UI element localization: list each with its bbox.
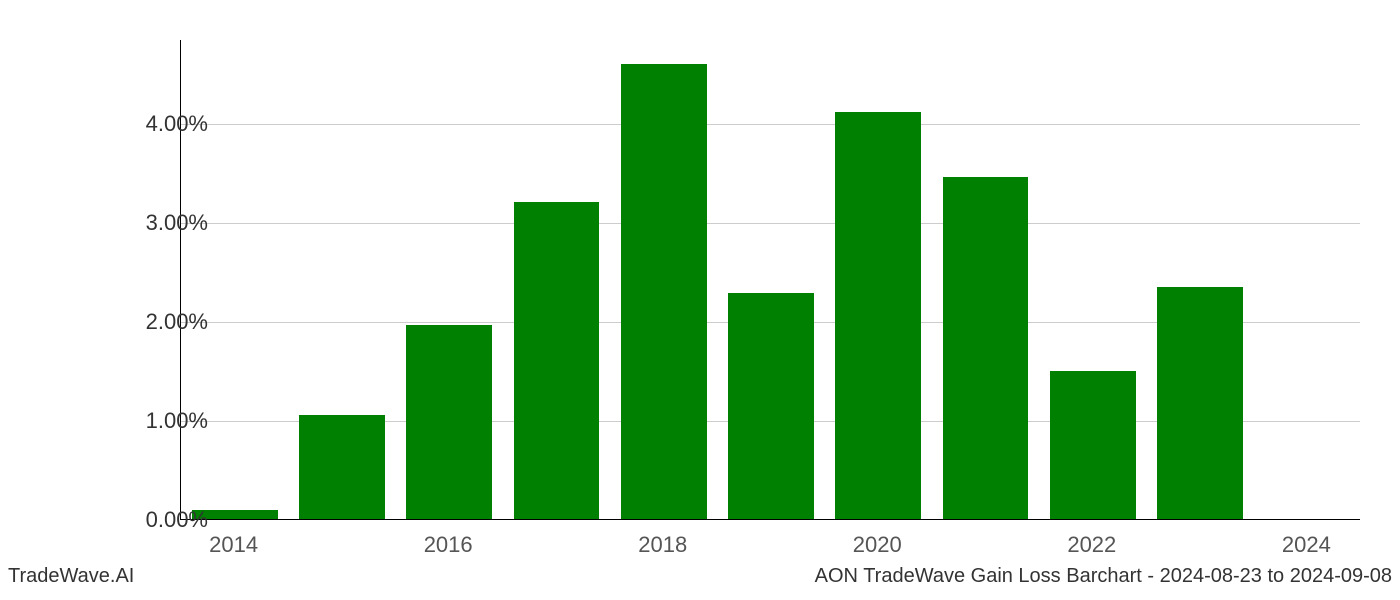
- x-tick-label: 2024: [1282, 532, 1331, 558]
- y-tick-label: 3.00%: [146, 210, 208, 236]
- gridline: [181, 223, 1360, 224]
- y-tick-label: 4.00%: [146, 111, 208, 137]
- bar: [514, 202, 600, 519]
- x-tick-label: 2018: [638, 532, 687, 558]
- gridline: [181, 124, 1360, 125]
- bar: [1050, 371, 1136, 519]
- x-tick-label: 2022: [1067, 532, 1116, 558]
- chart-container: [180, 40, 1360, 520]
- y-tick-label: 0.00%: [146, 507, 208, 533]
- footer-caption: AON TradeWave Gain Loss Barchart - 2024-…: [815, 565, 1392, 588]
- bar: [406, 325, 492, 519]
- plot-area: [180, 40, 1360, 520]
- x-tick-label: 2014: [209, 532, 258, 558]
- bar: [728, 293, 814, 519]
- bar: [299, 415, 385, 519]
- footer-brand: TradeWave.AI: [8, 565, 134, 588]
- bar: [835, 112, 921, 519]
- bar: [943, 177, 1029, 519]
- bar: [621, 64, 707, 519]
- bar: [1157, 287, 1243, 519]
- y-tick-label: 1.00%: [146, 408, 208, 434]
- y-tick-label: 2.00%: [146, 309, 208, 335]
- x-tick-label: 2016: [424, 532, 473, 558]
- x-tick-label: 2020: [853, 532, 902, 558]
